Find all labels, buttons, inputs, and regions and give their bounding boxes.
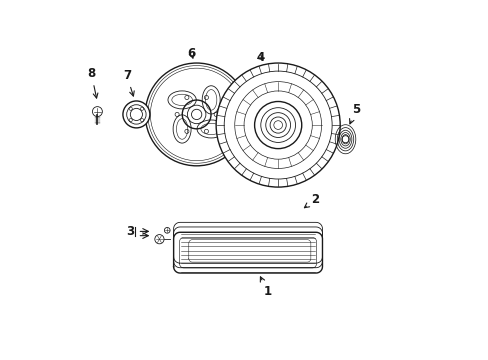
Text: 1: 1 xyxy=(260,277,271,298)
Circle shape xyxy=(122,101,149,128)
Text: 7: 7 xyxy=(122,69,134,96)
Circle shape xyxy=(164,228,170,233)
Circle shape xyxy=(155,235,163,244)
Text: 5: 5 xyxy=(349,103,360,124)
Text: 2: 2 xyxy=(304,193,319,208)
Text: 6: 6 xyxy=(187,46,195,60)
Circle shape xyxy=(216,63,340,187)
Text: 4: 4 xyxy=(256,51,264,64)
Text: 3: 3 xyxy=(126,225,134,238)
Text: 8: 8 xyxy=(87,67,98,98)
